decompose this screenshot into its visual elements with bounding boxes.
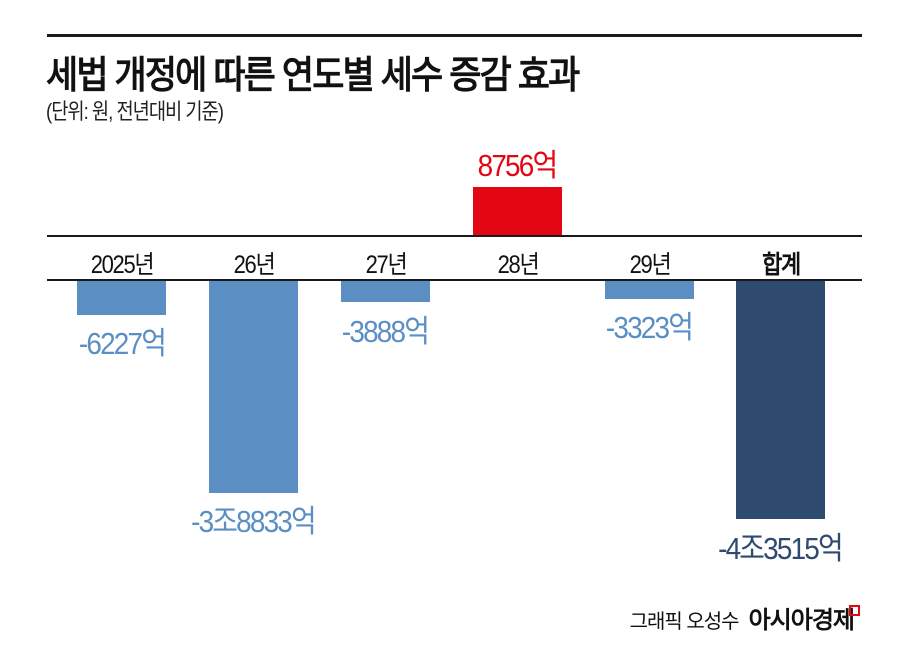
category-label-29: 29년: [629, 251, 672, 279]
brand-logo-text: 아시아경제: [748, 607, 855, 634]
bar-29: [605, 281, 694, 299]
value-label-29: -3323억: [605, 310, 694, 345]
axis-line-lower: [47, 279, 862, 281]
footer: 그래픽 오성수 아시아경제: [629, 600, 855, 635]
value-label-28: 8756억: [477, 148, 559, 183]
value-label-26: -3조8833억: [191, 504, 317, 539]
bar-total: [736, 281, 825, 519]
bar-2025: [77, 281, 166, 315]
category-label-2025: 2025년: [90, 251, 155, 279]
graphic-credit: 그래픽 오성수: [629, 611, 740, 633]
value-label-total: -4조3515억: [718, 531, 844, 566]
category-label-total: 합계: [762, 251, 801, 279]
top-rule: [47, 34, 862, 37]
bar-27: [341, 281, 430, 302]
bar-26: [209, 281, 298, 493]
category-label-28: 28년: [497, 251, 540, 279]
bar-28: [473, 187, 562, 236]
category-label-26: 26년: [233, 251, 276, 279]
chart-title: 세법 개정에 따른 연도별 세수 증감 효과: [46, 55, 580, 97]
brand-mark-icon: [849, 605, 860, 616]
value-label-27: -3888억: [341, 314, 430, 349]
axis-line-upper: [47, 235, 862, 237]
category-label-27: 27년: [365, 251, 408, 279]
value-label-2025: -6227억: [78, 326, 167, 361]
chart-subtitle: (단위: 원, 전년대비 기준): [46, 99, 224, 124]
